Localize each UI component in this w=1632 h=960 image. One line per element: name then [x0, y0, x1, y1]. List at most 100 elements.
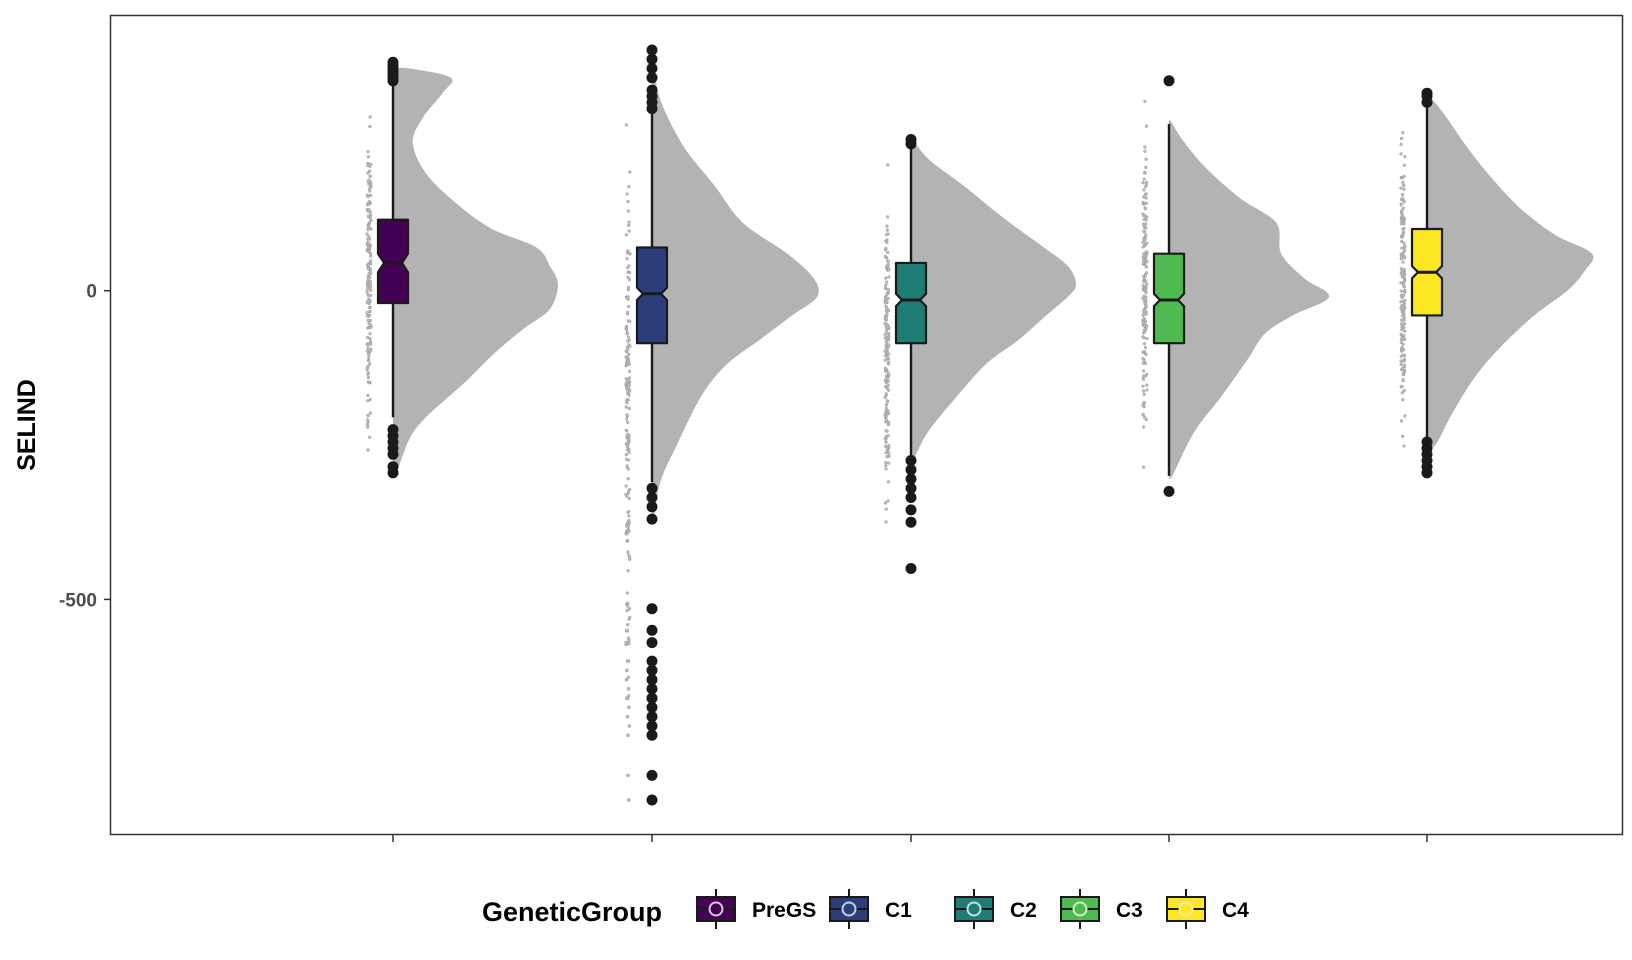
outlier-point: [646, 683, 658, 695]
rain-point: [1144, 279, 1148, 283]
legend-label-c3: C3: [1116, 899, 1143, 922]
legend-title: GeneticGroup: [482, 897, 662, 927]
rain-point: [624, 453, 628, 457]
rain-point: [1402, 369, 1407, 374]
rain-point: [884, 246, 888, 251]
rain-point: [369, 218, 373, 223]
rain-point: [1401, 434, 1405, 438]
outlier-point: [646, 624, 658, 636]
rain-point: [626, 489, 631, 493]
rain-point: [884, 329, 889, 333]
outlier-point: [646, 692, 658, 704]
rain-point: [1401, 306, 1405, 310]
rain-point: [369, 293, 373, 298]
rain-point: [367, 380, 372, 385]
group-c4: [1399, 87, 1594, 479]
outlier-point: [646, 603, 658, 615]
rain-point: [1142, 392, 1146, 397]
rain-point: [886, 262, 890, 267]
rain-point: [366, 352, 371, 356]
rain-point: [1399, 218, 1404, 222]
rain-point: [883, 501, 888, 505]
rain-point: [366, 246, 371, 250]
rain-point: [626, 386, 631, 390]
rain-point: [1401, 314, 1405, 318]
rain-point: [627, 223, 631, 228]
rain-point: [1143, 145, 1147, 149]
outlier-point: [646, 637, 658, 649]
rain-point: [1145, 372, 1149, 377]
rain-point: [884, 440, 888, 444]
rain-point: [1144, 352, 1148, 357]
density-c2: [911, 141, 1076, 460]
outliers-c1: [646, 44, 658, 806]
rain-point: [627, 705, 631, 710]
rain-point: [368, 411, 373, 415]
rain-point: [1142, 405, 1146, 409]
density-c3: [1169, 119, 1330, 480]
rain-point: [367, 359, 371, 363]
rain-point: [625, 413, 629, 417]
rain-point: [1142, 350, 1146, 354]
rain-point: [886, 356, 890, 360]
legend-item-c3: C3: [1060, 889, 1143, 929]
outlier-point: [387, 56, 399, 68]
rain-point: [1400, 271, 1405, 276]
rain-point: [624, 457, 629, 461]
rain-point: [1141, 284, 1145, 288]
rain-point: [884, 276, 888, 280]
rain-point: [366, 375, 371, 380]
rain-point: [1141, 181, 1145, 185]
y-axis: 0 -500: [59, 282, 111, 611]
rain-point: [366, 237, 370, 241]
rain-point: [626, 359, 631, 363]
rain-point: [625, 420, 630, 424]
rain-point: [1145, 383, 1149, 387]
group-pregs: [365, 56, 558, 479]
rain-point: [1401, 260, 1405, 264]
rain-point: [368, 215, 372, 220]
rain-point: [885, 400, 890, 404]
outlier-point: [387, 461, 399, 473]
rain-point: [368, 174, 372, 178]
rain-point: [626, 675, 631, 679]
box-c2: [894, 261, 928, 345]
rain-point: [884, 403, 889, 407]
rain-point: [1400, 255, 1404, 259]
rain-point: [627, 352, 631, 357]
rain-point: [1142, 336, 1146, 340]
rain-point: [1145, 259, 1149, 264]
rain-point: [625, 628, 629, 633]
rain-point: [365, 287, 370, 291]
rain-point: [886, 371, 890, 375]
rain-point: [625, 331, 630, 335]
rain-point: [887, 461, 891, 465]
rain-point: [625, 591, 629, 595]
rain-point: [1143, 272, 1148, 277]
rain-point: [1141, 389, 1146, 393]
outlier-point: [646, 711, 658, 723]
rain-point: [885, 291, 890, 295]
rain-point: [625, 538, 630, 543]
rain-point: [1145, 253, 1149, 257]
legend-item-c4: C4: [1166, 889, 1249, 929]
rain-point: [1401, 206, 1405, 210]
outlier-point: [646, 655, 658, 667]
rain-point: [1399, 340, 1403, 345]
outlier-point: [646, 53, 658, 65]
rain-point: [886, 499, 890, 503]
rain-point: [1145, 282, 1149, 286]
rain-point: [1145, 336, 1149, 341]
rain-point: [367, 241, 371, 246]
rain-point: [368, 180, 373, 184]
legend-label-c2: C2: [1010, 899, 1037, 922]
rain-point: [883, 297, 888, 301]
rain-point: [366, 399, 370, 403]
rain-point: [365, 313, 369, 318]
rain-point: [627, 496, 631, 501]
rain-point: [627, 693, 631, 698]
rain-point: [626, 335, 631, 339]
rain-point: [624, 355, 628, 359]
rain-point: [884, 418, 889, 423]
rain-point: [625, 192, 629, 196]
